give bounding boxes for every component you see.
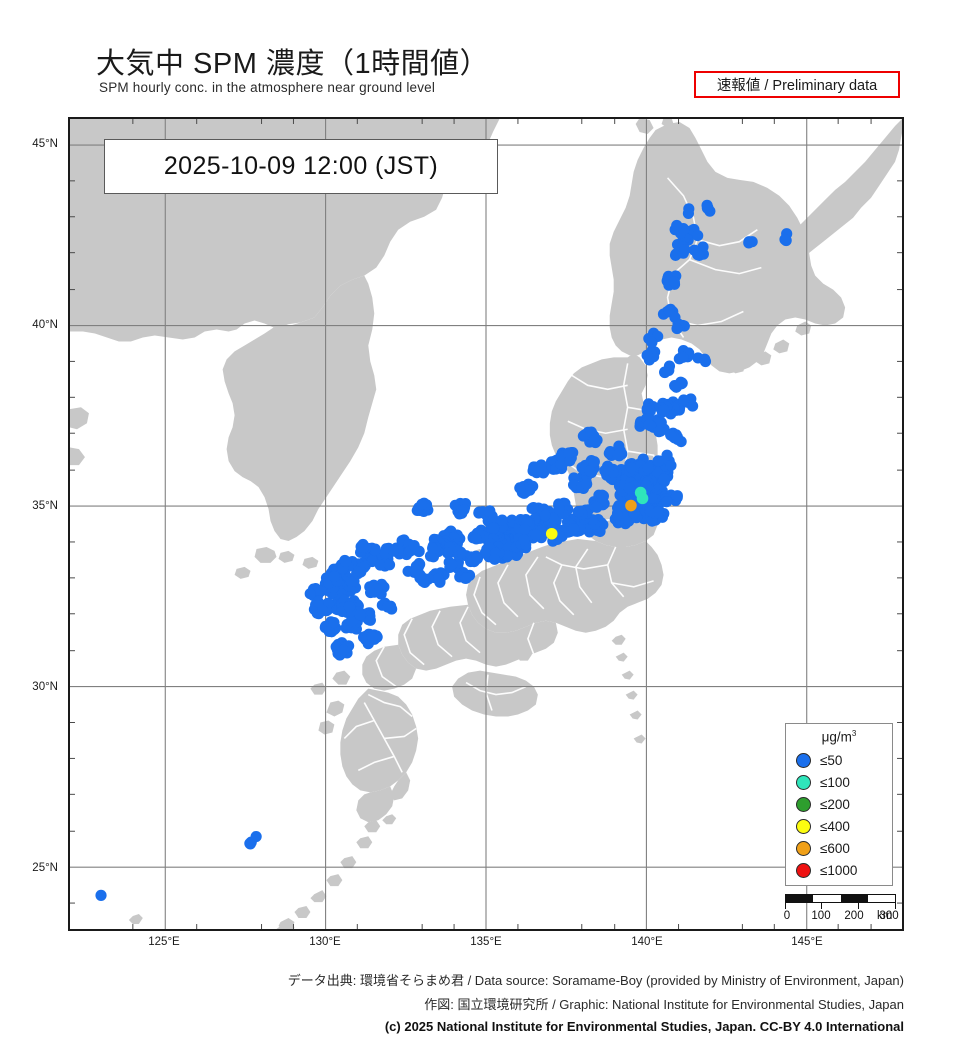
japan-map-svg <box>69 118 903 930</box>
preliminary-data-label: 速報値 / Preliminary data <box>716 78 878 94</box>
scale-tick-0: 0 <box>783 910 791 922</box>
legend-label-le50: ≤50 <box>820 753 843 768</box>
page-subtitle: SPM hourly conc. in the atmosphere near … <box>99 80 436 95</box>
footer-copyright: (c) 2025 National Institute for Environm… <box>384 1019 904 1034</box>
x-tick-145E: 145°E <box>791 936 823 948</box>
map-plot-area[interactable]: 2025-10-09 12:00 (JST) μg/m3 ≤50 ≤100 ≤2… <box>68 117 904 931</box>
timestamp-label: 2025-10-09 12:00 (JST) <box>163 152 439 180</box>
legend-label-le1000: ≤1000 <box>820 863 858 878</box>
legend-label-le600: ≤600 <box>820 841 850 856</box>
y-tick-40N: 40°N <box>32 319 58 331</box>
concentration-legend: μg/m3 ≤50 ≤100 ≤200 ≤400 ≤600 <box>785 723 893 886</box>
legend-unit-label: μg/m <box>821 729 852 745</box>
legend-item-4[interactable]: ≤600 <box>796 838 850 859</box>
y-tick-30N: 30°N <box>32 681 58 693</box>
footer-graphic-credit: 作図: 国立環境研究所 / Graphic: National Institut… <box>424 997 904 1012</box>
scale-bar-track <box>785 894 896 903</box>
legend-swatch-le1000 <box>796 863 811 878</box>
legend-swatch-le600 <box>796 841 811 856</box>
legend-item-1[interactable]: ≤100 <box>796 772 850 793</box>
y-tick-35N: 35°N <box>32 500 58 512</box>
legend-label-le400: ≤400 <box>820 819 850 834</box>
legend-item-2[interactable]: ≤200 <box>796 794 850 815</box>
footer-data-source: データ出典: 環境省そらまめ君 / Data source: Soramame-… <box>287 973 904 988</box>
page-title: 大気中 SPM 濃度（1時間値） <box>96 48 490 80</box>
scale-seg-250-300 <box>867 895 895 902</box>
timestamp-box: 2025-10-09 12:00 (JST) <box>104 139 498 194</box>
legend-item-5[interactable]: ≤1000 <box>796 860 857 881</box>
legend-title: μg/m3 <box>786 729 892 745</box>
legend-label-le100: ≤100 <box>820 775 850 790</box>
scale-seg-100-150 <box>813 895 841 902</box>
x-tick-130E: 130°E <box>309 936 341 948</box>
scale-tick-100: 100 <box>811 910 831 922</box>
legend-swatch-le100 <box>796 775 811 790</box>
legend-label-le200: ≤200 <box>820 797 850 812</box>
legend-item-3[interactable]: ≤400 <box>796 816 850 837</box>
y-tick-45N: 45°N <box>32 138 58 150</box>
scale-bar: 0 100 200 300 km <box>783 894 903 927</box>
graticule-grid <box>69 118 903 930</box>
x-tick-125E: 125°E <box>148 936 180 948</box>
legend-item-0[interactable]: ≤50 <box>796 750 842 771</box>
x-tick-140E: 140°E <box>631 936 663 948</box>
x-tick-135E: 135°E <box>470 936 502 948</box>
scale-seg-0-100 <box>786 895 814 902</box>
legend-unit-exponent: 3 <box>851 729 857 738</box>
station-dots-highlighted <box>545 486 649 540</box>
scale-tick-200: 200 <box>844 910 864 922</box>
scale-seg-150-250 <box>840 895 868 902</box>
legend-swatch-le200 <box>796 797 811 812</box>
scale-tick-300: 300 <box>879 910 899 922</box>
legend-swatch-le400 <box>796 819 811 834</box>
y-tick-25N: 25°N <box>32 862 58 874</box>
scale-bar-numbers: 0 100 200 300 km <box>783 910 903 926</box>
preliminary-data-badge: 速報値 / Preliminary data <box>694 71 900 98</box>
legend-swatch-le50 <box>796 753 811 768</box>
scale-unit-km: km <box>877 910 893 922</box>
